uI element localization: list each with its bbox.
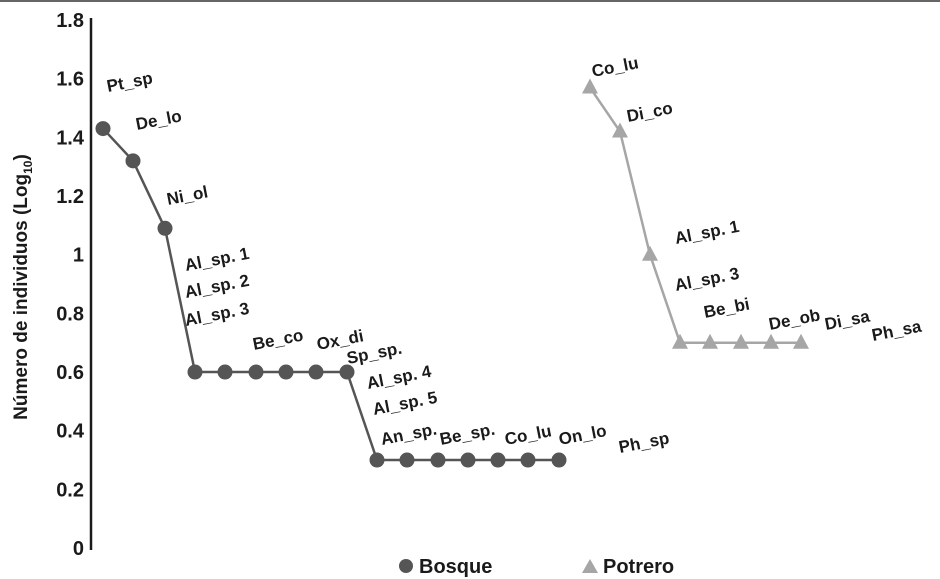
series-line: [588, 86, 801, 344]
point-label: Ni_ol: [165, 182, 209, 209]
data-point: [430, 452, 446, 468]
point-label: Di_sa: [823, 307, 872, 334]
data-point: [248, 364, 264, 380]
series-line: [102, 127, 559, 462]
y-axis-title-main: Número de individuos (Log: [11, 174, 32, 420]
point-label: Be_bi: [702, 294, 751, 321]
y-axis-title: Número de individuos (Log10): [11, 154, 35, 420]
y-tick-label: 0.6: [56, 362, 84, 384]
y-tick-label: 0.8: [56, 303, 84, 325]
data-point: [217, 364, 233, 380]
legend-bosque-marker: [399, 559, 413, 573]
data-point: [582, 78, 598, 94]
point-label: Ph_sa: [870, 317, 923, 345]
y-tick-label: 1.8: [56, 10, 84, 32]
data-point: [612, 122, 628, 138]
data-point: [399, 452, 415, 468]
y-tick-label: 0.2: [56, 479, 84, 501]
point-label: An_sp.: [379, 419, 438, 448]
point-label: Al_sp. 3: [183, 299, 251, 330]
point-label: Co_lu: [590, 53, 640, 81]
y-tick-label: 1.2: [56, 186, 84, 208]
point-label: Di_co: [625, 98, 674, 125]
legend: Bosque Potrero: [399, 556, 674, 578]
point-label: Pt_sp: [105, 68, 154, 95]
data-point: [278, 364, 294, 380]
y-tick-label: 1.6: [56, 69, 84, 91]
data-point: [125, 153, 141, 169]
data-point: [490, 452, 506, 468]
data-point: [339, 364, 355, 380]
point-label: De_lo: [134, 106, 183, 133]
y-tick-label: 1.4: [56, 127, 85, 149]
data-point: [551, 452, 567, 468]
data-point: [763, 333, 779, 349]
data-point: [672, 333, 688, 349]
data-point: [520, 452, 536, 468]
data-point: [702, 333, 718, 349]
legend-bosque-label: Bosque: [419, 556, 492, 578]
data-point: [187, 364, 203, 380]
point-label: Al_sp. 3: [673, 264, 741, 295]
point-label: Be_co: [251, 326, 305, 354]
point-label: Al_sp. 5: [371, 388, 439, 419]
data-point: [460, 452, 476, 468]
point-label: Co_lu: [503, 421, 553, 449]
data-point: [157, 220, 173, 236]
legend-potrero-marker: [582, 559, 598, 573]
point-label: Al_sp. 1: [183, 244, 251, 275]
point-label: Al_sp. 4: [365, 362, 433, 393]
y-tick-label: 0.4: [56, 421, 85, 443]
legend-potrero-label: Potrero: [603, 556, 674, 578]
point-label: Al_sp. 1: [673, 217, 741, 248]
point-label: De_ob: [767, 305, 822, 334]
data-point: [733, 333, 749, 349]
y-tick-label: 1: [73, 245, 84, 267]
data-point: [642, 245, 658, 261]
data-point: [308, 364, 324, 380]
point-label: Be_sp.: [438, 420, 496, 449]
y-axis-title-subscript: 10: [21, 160, 35, 174]
point-label: On_lo: [557, 421, 608, 449]
data-point: [793, 333, 809, 349]
y-tick-label: 0: [73, 538, 84, 560]
point-label: Ph_sp: [617, 429, 671, 457]
series-potrero: Co_lu Di_co Al_sp. 1 Al_sp. 3Be_bi De_ob Di_s…: [582, 53, 923, 349]
y-axis-title-close: ): [11, 154, 32, 160]
point-label: Al_sp. 2: [183, 271, 251, 302]
y-ticks: 0 0.2 0.4 0.6 0.8 1 1.2 1.4 1.6 1.8: [56, 10, 85, 560]
data-point: [95, 121, 111, 137]
data-point: [369, 452, 385, 468]
